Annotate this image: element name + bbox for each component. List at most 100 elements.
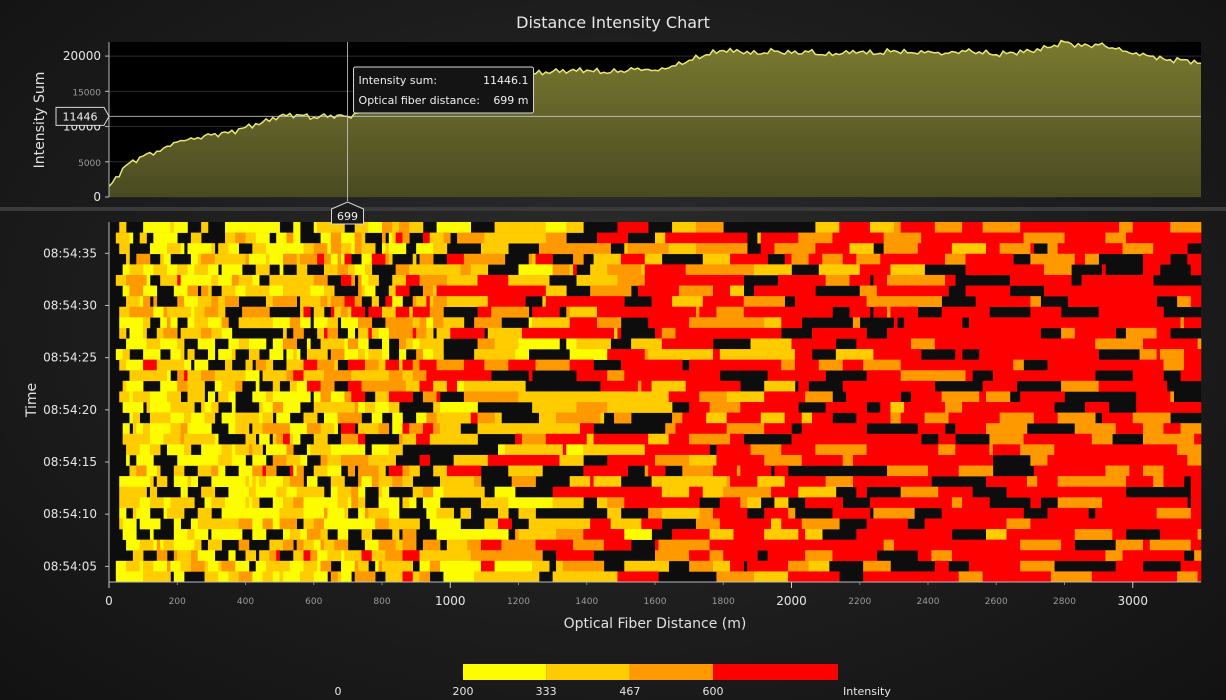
heatmap-cell: [327, 327, 338, 339]
heatmap-cell: [419, 317, 427, 329]
heatmap-cell: [153, 391, 168, 403]
heatmap-cell: [218, 518, 233, 530]
heatmap-cell: [180, 327, 185, 339]
heatmap-cell: [951, 243, 987, 255]
heatmap-cell: [149, 486, 158, 498]
heatmap-cell: [552, 571, 591, 583]
heatmap-cell: [815, 222, 840, 233]
heatmap-cell: [419, 550, 427, 562]
heatmap-cell: [1013, 359, 1024, 371]
heatmap-cell: [371, 253, 386, 265]
heatmap-cell: [272, 571, 280, 583]
heatmap-cell: [231, 497, 246, 509]
heatmap-cell: [1074, 317, 1086, 329]
distance-minor-tick-label: 1400: [575, 597, 598, 607]
heatmap-cell: [921, 232, 960, 244]
heatmap-cell: [842, 232, 878, 244]
heatmap-cell: [917, 391, 939, 403]
heatmap-cell: [344, 391, 349, 403]
heatmap-cell: [173, 222, 188, 233]
heatmap-cell: [221, 507, 226, 519]
heatmap-cell: [283, 285, 291, 297]
heatmap-cell: [225, 497, 229, 509]
heatmap-cell: [129, 370, 137, 382]
heatmap-cell: [126, 444, 141, 456]
heatmap-cell: [139, 497, 144, 509]
heatmap-cell: [351, 359, 362, 371]
heatmap-cell: [303, 253, 318, 265]
heatmap-cell: [399, 338, 407, 350]
intensity-y-tick-label: 5000: [78, 159, 101, 169]
heatmap-cell: [617, 571, 659, 583]
heatmap-cell: [1183, 359, 1202, 371]
distance-minor-tick-label: 600: [305, 597, 322, 607]
heatmap-cell: [1020, 222, 1058, 233]
heatmap-cell: [129, 285, 144, 297]
heatmap-cell: [317, 560, 321, 572]
heatmap-cell: [320, 380, 335, 392]
intensity-y-axis-title: Intensity Sum: [32, 72, 48, 169]
heatmap-cell: [149, 560, 154, 572]
heatmap-cell: [412, 306, 417, 318]
heatmap-cell: [289, 402, 301, 413]
heatmap-cell: [614, 412, 632, 424]
heatmap-cell: [491, 306, 530, 318]
heatmap-cell: [156, 497, 164, 509]
heatmap-cell: [682, 539, 710, 551]
heatmap-cell: [303, 539, 315, 551]
heatmap-cell: [655, 550, 690, 562]
heatmap-cell: [747, 327, 782, 339]
heatmap-cell: [361, 476, 373, 488]
heatmap-cell: [518, 507, 536, 519]
heatmap-cell: [753, 571, 789, 583]
heatmap-cell: [245, 253, 250, 265]
heatmap-cell: [1044, 444, 1055, 456]
heatmap-cell: [928, 486, 939, 498]
heatmap-cell: [866, 444, 884, 456]
heatmap-cell: [467, 539, 482, 551]
heatmap-cell: [231, 529, 239, 540]
heatmap-cell: [532, 253, 536, 265]
heatmap-cell: [354, 296, 362, 308]
heatmap-cell: [293, 497, 304, 509]
heatmap-cell: [842, 380, 884, 392]
heatmap-cell: [211, 476, 216, 488]
heatmap-cell: [184, 444, 192, 456]
heatmap-cell: [545, 433, 588, 445]
heatmap-cell: [163, 306, 168, 318]
heatmap-cell: [672, 222, 697, 233]
heatmap-cell: [924, 412, 949, 424]
heatmap-cell: [180, 243, 185, 255]
heatmap-cell: [1067, 296, 1099, 308]
heatmap-cell: [607, 497, 625, 509]
heatmap-cell: [1006, 529, 1024, 540]
heatmap-cell: [231, 349, 236, 360]
heatmap-cell: [300, 274, 315, 286]
heatmap-cell: [590, 327, 615, 339]
heatmap-cell: [1139, 359, 1154, 371]
heatmap-cell: [265, 296, 274, 308]
heatmap-cell: [982, 380, 1014, 392]
heatmap-cell: [368, 306, 383, 318]
heatmap-cell: [153, 232, 164, 244]
heatmap-cell: [1020, 539, 1062, 551]
heatmap-cell: [1197, 370, 1202, 382]
heatmap-cell: [893, 222, 902, 233]
heatmap-cell: [289, 317, 301, 329]
heatmap-cell: [566, 222, 581, 233]
heatmap-cell: [395, 264, 410, 276]
heatmap-cell: [569, 476, 591, 488]
heatmap-cell: [221, 560, 236, 572]
heatmap-cell: [259, 550, 270, 562]
heatmap-cell: [1177, 571, 1198, 583]
heatmap-cell: [276, 243, 287, 255]
heatmap-cell: [347, 264, 356, 276]
heatmap-cell: [801, 412, 813, 424]
heatmap-cell: [289, 529, 301, 540]
heatmap-cell: [620, 454, 646, 466]
heatmap-cell: [900, 359, 939, 371]
heatmap-cell: [1006, 486, 1041, 498]
heatmap-cell: [388, 518, 400, 530]
heatmap-cell: [934, 338, 949, 350]
